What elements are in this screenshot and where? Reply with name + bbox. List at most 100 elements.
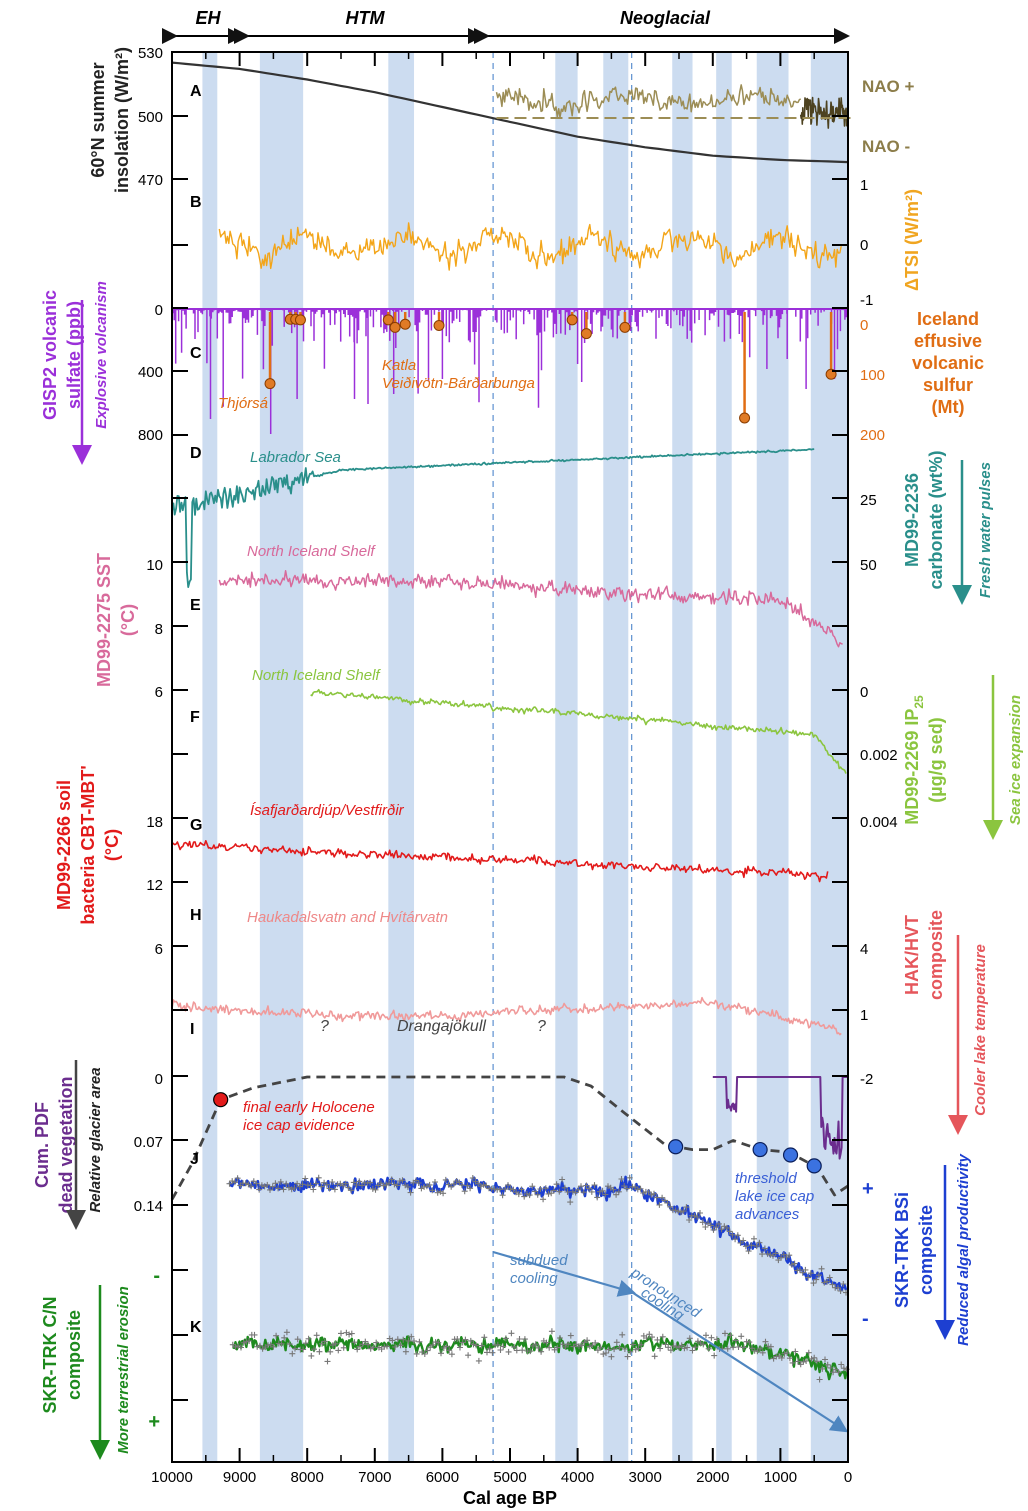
insolation-title-1: 60°N summer	[88, 62, 108, 177]
iceland-title-3: volcanic	[912, 353, 984, 373]
bsi-data-points	[226, 1174, 849, 1296]
explosive-volcanism-label: Explosive volcanism	[93, 281, 110, 429]
cold-event-bands	[202, 52, 848, 1462]
tick-soil-12: 12	[146, 877, 163, 894]
x-tick-label-8000: 8000	[291, 1469, 324, 1486]
right-tick-labels: 1 0 -1 0 100 200 25 50 0 0.002 0.004 4 1…	[860, 177, 898, 1330]
iceland-sulfur-dot-0	[264, 378, 276, 390]
threshold-label-2: lake ice cap	[735, 1188, 814, 1205]
tick-iceland-0: 0	[860, 317, 868, 334]
panel-letter-a: A	[190, 83, 202, 100]
sulfate-title-1: GISP2 volcanic	[40, 290, 60, 420]
iceland-title-1: Iceland	[917, 309, 979, 329]
tick-soil-18: 18	[146, 814, 163, 831]
tick-insolation-470: 470	[138, 172, 163, 189]
insolation-title-2: insolation (W/m²)	[112, 47, 132, 193]
tick-ip25-0: 0	[860, 684, 868, 701]
tick-sst-6: 6	[155, 684, 163, 701]
cn-title-1: SKR-TRK C/N	[40, 1297, 60, 1414]
katla-label: Katla	[382, 357, 416, 374]
ip25-title-main: MD99-2269 IP	[902, 709, 922, 825]
x-tick-label-10000: 10000	[151, 1469, 193, 1486]
subdued-cooling-label-2: cooling	[510, 1270, 558, 1287]
drangajokull-line	[170, 1075, 849, 1201]
tick-pdf-007: 0.07	[134, 1134, 163, 1151]
tsi-title: ΔTSI (W/m²)	[902, 189, 922, 291]
cn-title-2: composite	[64, 1310, 84, 1400]
haukadalsvatn-label: Haukadalsvatn and Hvítárvatn	[247, 909, 448, 926]
tick-tsi-minus1: -1	[860, 292, 873, 309]
lake-title-2: composite	[926, 910, 946, 1000]
soil-title-1: MD99-2266 soil	[54, 780, 74, 910]
x-axis-title: Cal age BP	[463, 1488, 557, 1508]
subdued-cooling-label-1: subdued	[510, 1252, 568, 1269]
period-htm-label: HTM	[346, 8, 386, 28]
iceland-sulfur-dot-9	[580, 328, 592, 340]
nis-ip25-label: North Iceland Shelf	[252, 667, 381, 684]
cold-band-5	[672, 52, 693, 1462]
tick-cn-minus: -	[153, 1265, 160, 1287]
tick-carbonate-50: 50	[860, 557, 877, 574]
final-ice-cap-label-1: final early Holocene	[243, 1099, 375, 1116]
tick-soil-6: 6	[155, 941, 163, 958]
x-tick-label-1000: 1000	[764, 1469, 797, 1486]
final-ice-cap-marker	[213, 1092, 229, 1108]
nao-line-recent	[799, 96, 849, 129]
tick-insolation-500: 500	[138, 109, 163, 126]
tick-cn-plus: +	[148, 1411, 160, 1433]
relative-glacier-area-label: Relative glacier area	[87, 1067, 104, 1212]
iceland-sulfur-dot-7	[433, 320, 445, 331]
isafjardardjup-label: Ísafjarðardjúp/Vestfirðir	[250, 802, 405, 819]
nao-line	[495, 84, 802, 118]
pdf-title-1: Cum. PDF	[32, 1102, 52, 1188]
cold-band-1	[259, 52, 304, 1462]
threshold-advance-marker-1	[752, 1141, 768, 1158]
pronounced-cooling-arrow	[631, 1291, 849, 1433]
bsi-title-2: composite	[916, 1205, 936, 1295]
tick-sulfate-800: 800	[138, 427, 163, 444]
x-tick-label-2000: 2000	[696, 1469, 729, 1486]
tick-bsi-minus: -	[862, 1308, 869, 1330]
iceland-sulfur-dot-10	[619, 321, 631, 333]
panel-letters: A B C D E F G H I J K	[190, 83, 202, 1336]
x-tick-label-0: 0	[844, 1469, 852, 1486]
tick-ip25-0002: 0.002	[860, 747, 898, 764]
iceland-sulfur-dot-3	[294, 314, 306, 326]
question-mark-1: ?	[320, 1018, 329, 1035]
tick-carbonate-25: 25	[860, 492, 877, 509]
subdued-cooling-arrow	[492, 1250, 636, 1297]
tick-pdf-0: 0	[155, 1071, 163, 1088]
veidivotn-label: Veiðivötn-Bárðarbunga	[382, 375, 535, 392]
sst-line	[218, 569, 843, 648]
tick-bsi-plus: +	[862, 1178, 874, 1200]
tick-pdf-014: 0.14	[134, 1198, 163, 1215]
tick-lake-minus2: -2	[860, 1071, 873, 1088]
axis-ticks	[172, 51, 848, 1401]
soil-title-3: (°C)	[102, 829, 122, 861]
ip25-line	[310, 688, 847, 774]
tick-tsi-0: 0	[860, 237, 868, 254]
tick-sulfate-400: 400	[138, 364, 163, 381]
dead-vegetation-pdf-line	[712, 1076, 848, 1160]
insolation-line	[171, 61, 849, 164]
left-tick-labels: 530 500 470 0 400 800 10 8 6 18 12 6 0 0…	[134, 45, 163, 1433]
x-tick-label-9000: 9000	[223, 1469, 256, 1486]
tick-ip25-0004: 0.004	[860, 814, 898, 831]
cold-band-7	[756, 52, 789, 1462]
panel-letter-i: I	[190, 1021, 194, 1038]
x-tick-label-4000: 4000	[561, 1469, 594, 1486]
carbonate-title-1: MD99-2236	[902, 473, 922, 567]
tick-sst-10: 10	[146, 557, 163, 574]
lake-title-1: HAK/HVT	[902, 915, 922, 995]
threshold-label-3: advances	[735, 1206, 800, 1223]
ip25-title-sub: 25	[912, 695, 926, 709]
cn-data-points	[229, 1328, 850, 1383]
carbonate-line	[171, 448, 815, 588]
panel-letter-c: C	[190, 345, 202, 362]
iceland-title-2: effusive	[914, 331, 982, 351]
threshold-label-1: threshold	[735, 1170, 797, 1187]
cold-band-6	[716, 52, 732, 1462]
iceland-sulfur-dot-11	[739, 412, 751, 424]
panel-letter-h: H	[190, 907, 202, 924]
